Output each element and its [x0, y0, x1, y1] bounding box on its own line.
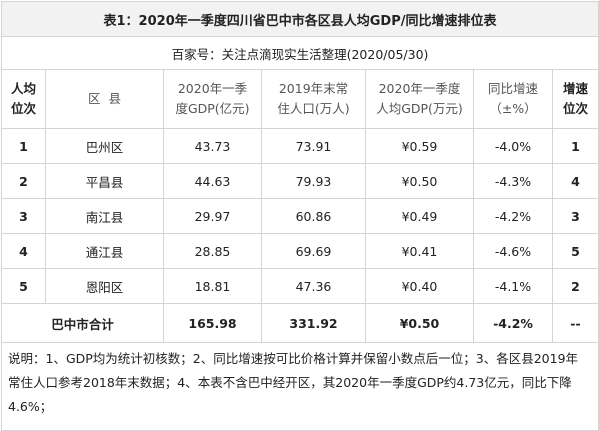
header-growth: 同比增速 （±%）: [473, 69, 553, 129]
cell-rank: 3: [1, 198, 46, 234]
table-row: 1 巴州区 43.73 73.91 ¥0.59 -4.0% 1: [1, 128, 599, 164]
cell-population: 79.93: [261, 163, 366, 199]
header-growth-rank: 增速 位次: [552, 69, 599, 129]
cell-gdp: 43.73: [163, 128, 262, 164]
cell-county: 恩阳区: [45, 268, 164, 304]
cell-gdp: 29.97: [163, 198, 262, 234]
cell-growth: -4.3%: [473, 163, 553, 199]
header-county: 区 县: [45, 69, 164, 129]
cell-population: 60.86: [261, 198, 366, 234]
header-population: 2019年末常 住人口(万人): [261, 69, 366, 129]
cell-county: 南江县: [45, 198, 164, 234]
table-row: 5 恩阳区 18.81 47.36 ¥0.40 -4.1% 2: [1, 268, 599, 304]
cell-population: 73.91: [261, 128, 366, 164]
cell-gdp: 18.81: [163, 268, 262, 304]
header-rank: 人均 位次: [1, 69, 46, 129]
cell-population: 47.36: [261, 268, 366, 304]
header-gdp: 2020年一季 度GDP(亿元): [163, 69, 262, 129]
cell-growth: -4.0%: [473, 128, 553, 164]
cell-rank: 2: [1, 163, 46, 199]
cell-per-capita: ¥0.50: [365, 163, 474, 199]
cell-per-capita: ¥0.49: [365, 198, 474, 234]
cell-gdp: 44.63: [163, 163, 262, 199]
total-row: 巴中市合计 165.98 331.92 ¥0.50 -4.2% --: [1, 303, 599, 343]
cell-county: 平昌县: [45, 163, 164, 199]
total-label: 巴中市合计: [1, 303, 164, 343]
table-row: 3 南江县 29.97 60.86 ¥0.49 -4.2% 3: [1, 198, 599, 234]
header-per-capita-gdp: 2020年一季度 人均GDP(万元): [365, 69, 474, 129]
cell-rank: 5: [1, 268, 46, 304]
total-per-capita: ¥0.50: [365, 303, 474, 343]
cell-per-capita: ¥0.40: [365, 268, 474, 304]
table-note: 说明：1、GDP均为统计初核数；2、同比增速按可比价格计算并保留小数点后一位；3…: [1, 342, 599, 431]
cell-growth: -4.6%: [473, 233, 553, 269]
total-gdp: 165.98: [163, 303, 262, 343]
cell-county: 通江县: [45, 233, 164, 269]
total-population: 331.92: [261, 303, 366, 343]
cell-growth: -4.1%: [473, 268, 553, 304]
table-row: 4 通江县 28.85 69.69 ¥0.41 -4.6% 5: [1, 233, 599, 269]
cell-growth-rank: 4: [552, 163, 599, 199]
table-title: 表1：2020年一季度四川省巴中市各区县人均GDP/同比增速排位表: [1, 1, 599, 37]
cell-population: 69.69: [261, 233, 366, 269]
total-growth-rank: --: [552, 303, 599, 343]
cell-growth-rank: 5: [552, 233, 599, 269]
cell-growth-rank: 3: [552, 198, 599, 234]
cell-growth: -4.2%: [473, 198, 553, 234]
table-row: 2 平昌县 44.63 79.93 ¥0.50 -4.3% 4: [1, 163, 599, 199]
total-growth: -4.2%: [473, 303, 553, 343]
cell-gdp: 28.85: [163, 233, 262, 269]
cell-growth-rank: 2: [552, 268, 599, 304]
cell-county: 巴州区: [45, 128, 164, 164]
cell-per-capita: ¥0.59: [365, 128, 474, 164]
table-source: 百家号：关注点滴现实生活整理(2020/05/30): [1, 36, 599, 70]
cell-rank: 4: [1, 233, 46, 269]
cell-rank: 1: [1, 128, 46, 164]
header-row: 人均 位次 区 县 2020年一季 度GDP(亿元) 2019年末常 住人口(万…: [1, 69, 599, 129]
cell-per-capita: ¥0.41: [365, 233, 474, 269]
cell-growth-rank: 1: [552, 128, 599, 164]
